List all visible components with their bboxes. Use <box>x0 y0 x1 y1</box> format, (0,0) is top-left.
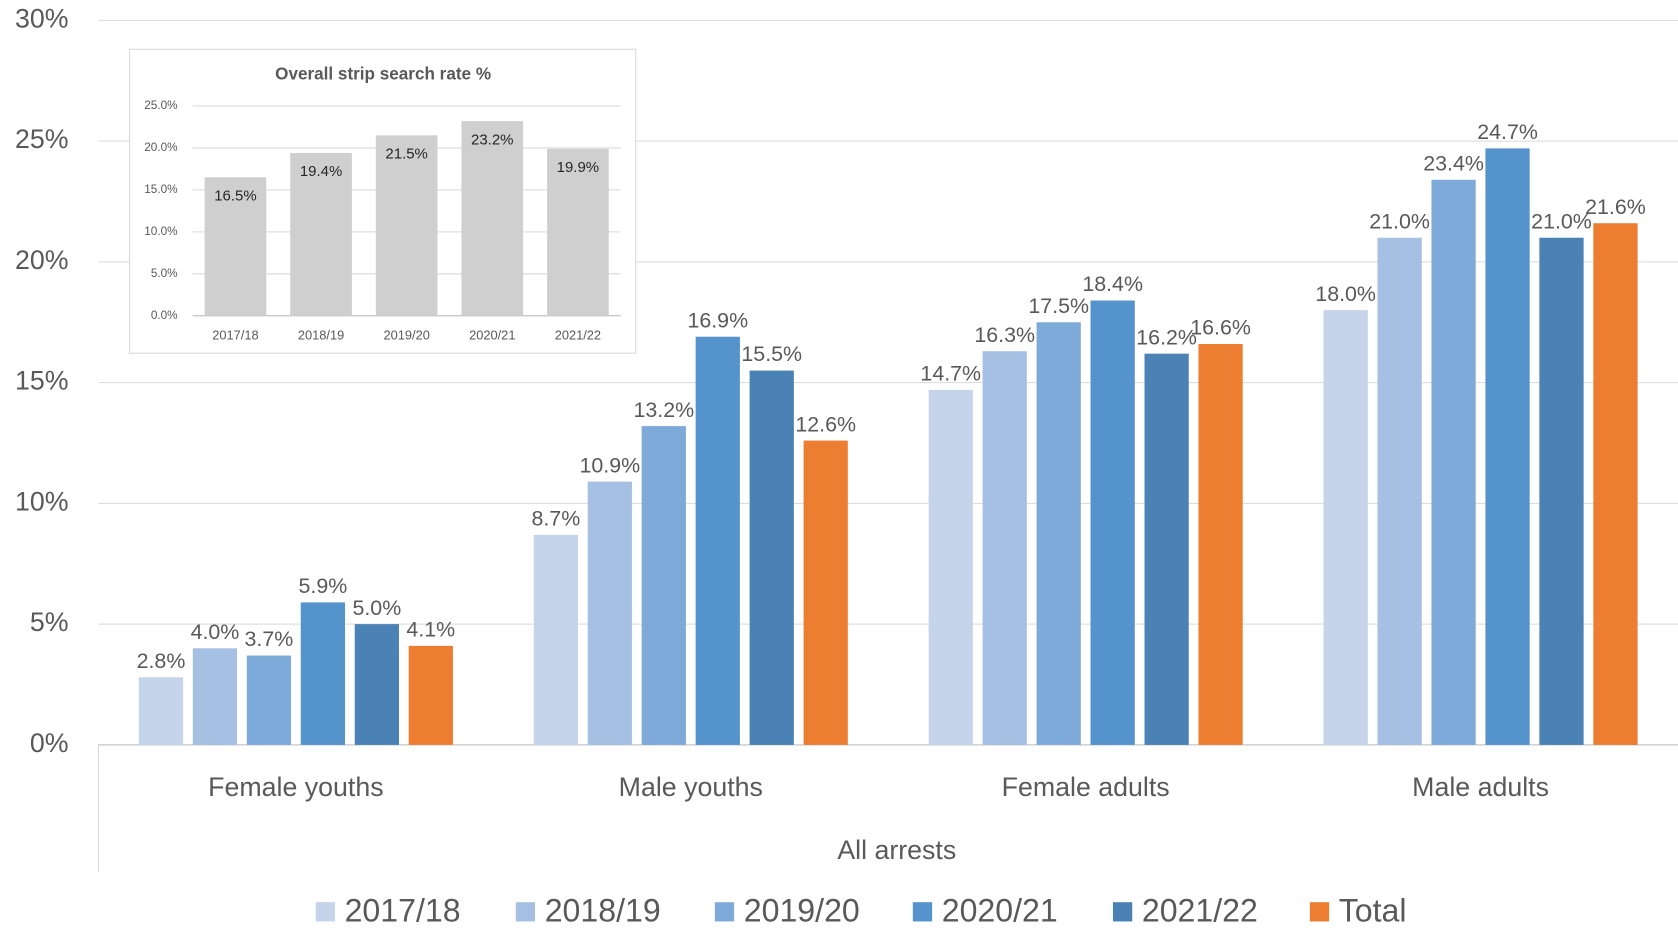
data-label: 16.5% <box>214 188 256 205</box>
legend-label: 2019/20 <box>744 892 860 928</box>
x-tick-label: Male youths <box>619 772 763 802</box>
bar <box>138 677 184 745</box>
bar <box>1431 179 1476 745</box>
data-label: 18.4% <box>1082 272 1143 296</box>
bar <box>1539 237 1584 745</box>
inset-chart: 0.0% 5.0% 10.0% 15.0% 20.0% 25.0% 2017/18 16.5%… <box>144 99 621 342</box>
data-label: 16.3% <box>974 323 1035 347</box>
legend-label: 2020/21 <box>942 892 1058 928</box>
x-tick-label: 2020/21 <box>469 327 515 342</box>
bar <box>354 624 399 745</box>
legend-swatch <box>714 902 735 922</box>
legend-swatch <box>912 902 933 922</box>
x-tick-label: Male adults <box>1412 772 1549 802</box>
x-tick-label: Female youths <box>208 772 383 802</box>
x-tick-label: 2019/20 <box>383 327 429 342</box>
data-label: 23.4% <box>1423 151 1484 175</box>
data-label: 5.9% <box>298 574 347 598</box>
data-label: 21.0% <box>1369 209 1430 233</box>
y-tick-label: 25.0% <box>144 99 178 112</box>
bar <box>587 481 632 745</box>
y-tick-label: 20% <box>15 245 69 275</box>
data-label: 23.2% <box>471 131 513 148</box>
data-label: 18.0% <box>1315 282 1376 306</box>
legend-label: Total <box>1339 892 1407 928</box>
y-tick-label: 15.0% <box>144 183 178 196</box>
bar <box>1090 300 1135 745</box>
bar <box>695 336 740 745</box>
x-axis-label: All arrests <box>837 835 956 865</box>
legend-label: 2017/18 <box>345 892 461 928</box>
y-tick-label: 0% <box>30 728 69 758</box>
x-tick-label: 2018/19 <box>298 327 344 342</box>
bar <box>928 389 973 745</box>
data-label: 13.2% <box>633 398 694 422</box>
inset-title: Overall strip search rate % <box>275 64 491 83</box>
legend-swatch <box>515 902 536 922</box>
bar <box>408 645 453 745</box>
bar <box>246 655 292 745</box>
data-label: 21.0% <box>1531 209 1592 233</box>
x-tick-label: 2021/22 <box>555 327 601 342</box>
bar <box>1323 310 1368 745</box>
data-label: 16.6% <box>1190 316 1251 340</box>
legend: 2017/18 2018/19 2019/20 2020/21 2021/22 Total <box>315 892 1407 928</box>
data-label: 5.0% <box>352 596 401 620</box>
legend-label: 2021/22 <box>1142 892 1258 928</box>
data-label: 4.1% <box>406 618 455 642</box>
main-chart: 0% 5% 10% 15% 20% 25% 30% Female youths 2.8%4.0%… <box>15 3 1678 802</box>
bar <box>1198 343 1243 745</box>
data-label: 21.5% <box>385 146 427 163</box>
bar <box>290 152 352 316</box>
y-tick-label: 15% <box>15 366 69 396</box>
y-tick-label: 10% <box>15 486 69 516</box>
data-label: 3.7% <box>245 627 294 651</box>
bar <box>1593 223 1638 745</box>
bar <box>1377 237 1422 745</box>
y-tick-label: 10.0% <box>144 225 178 238</box>
data-label: 21.6% <box>1585 195 1646 219</box>
data-label: 19.9% <box>557 159 599 176</box>
bar <box>641 426 686 745</box>
bar <box>982 351 1027 745</box>
bar <box>300 602 346 745</box>
data-label: 4.0% <box>191 620 240 644</box>
y-tick-label: 5.0% <box>151 267 178 280</box>
data-label: 15.5% <box>741 342 802 366</box>
data-label: 16.9% <box>687 308 748 332</box>
data-label: 8.7% <box>531 506 580 530</box>
bar <box>204 177 267 316</box>
legend-label: 2018/19 <box>545 892 661 928</box>
bar <box>1036 322 1081 745</box>
x-tick-label: 2017/18 <box>212 327 258 342</box>
data-label: 17.5% <box>1028 294 1089 318</box>
data-label: 16.2% <box>1136 325 1197 349</box>
data-label: 10.9% <box>580 453 641 477</box>
bar <box>749 370 794 745</box>
bar <box>1485 148 1530 745</box>
bar <box>547 148 609 316</box>
data-label: 24.7% <box>1477 120 1538 144</box>
y-tick-label: 0.0% <box>151 309 178 322</box>
y-tick-label: 30% <box>15 3 69 33</box>
data-label: 14.7% <box>920 362 981 386</box>
y-tick-label: 5% <box>30 607 69 637</box>
legend-swatch <box>315 902 335 922</box>
data-label: 12.6% <box>795 412 856 436</box>
bar <box>533 534 578 745</box>
data-label: 19.4% <box>300 163 342 180</box>
bar <box>803 440 848 745</box>
legend-swatch <box>1112 902 1133 922</box>
bar <box>1144 353 1189 745</box>
bar <box>461 121 524 316</box>
legend-swatch <box>1309 902 1330 922</box>
y-tick-label: 25% <box>15 124 69 154</box>
y-tick-label: 20.0% <box>144 141 178 154</box>
bar <box>375 135 438 316</box>
bar <box>192 648 238 745</box>
data-label: 2.8% <box>137 649 186 673</box>
x-tick-label: Female adults <box>1002 772 1170 802</box>
